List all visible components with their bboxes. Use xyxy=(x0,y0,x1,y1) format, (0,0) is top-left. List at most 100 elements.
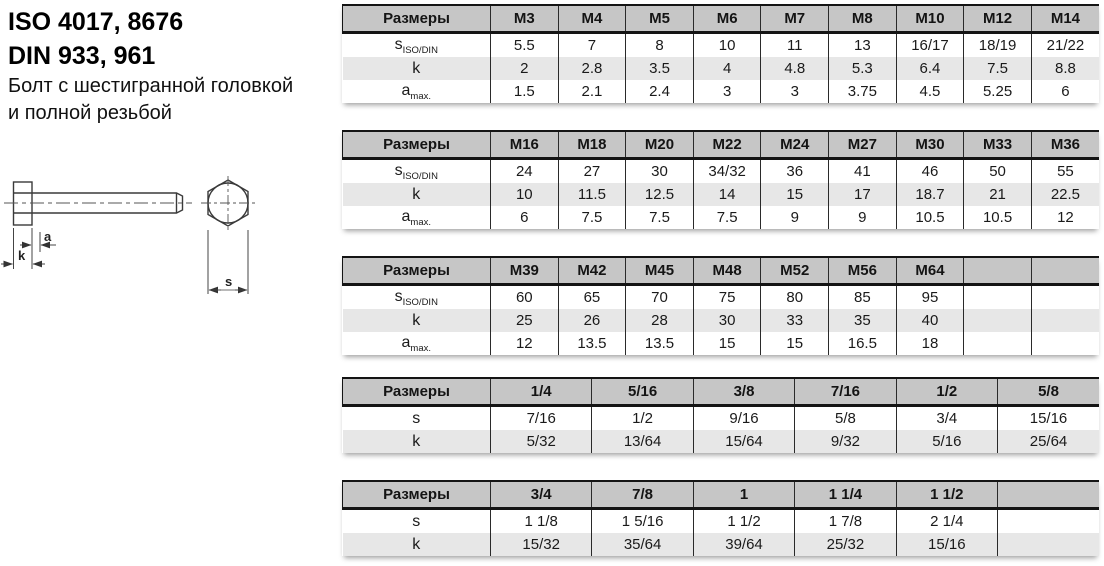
dimension-value: 18/19 xyxy=(963,32,1032,57)
empty-column-header xyxy=(997,481,1099,510)
dimension-value: 21/22 xyxy=(1030,32,1099,57)
dimension-value: 35/64 xyxy=(591,533,694,556)
row-label: k xyxy=(342,309,491,332)
dimension-value: 7.5 xyxy=(625,206,694,229)
table-row: k 2 2.8 3.5 4 4.8 5.3 6.4 7.5 8.8 xyxy=(342,57,1099,80)
dimension-value: 25/32 xyxy=(794,533,897,556)
dimension-value: 65 xyxy=(557,284,626,309)
dimension-value: 10 xyxy=(490,183,559,206)
size-column-header: M6 xyxy=(692,5,761,34)
dimension-value: 1 1/2 xyxy=(692,508,795,533)
dimension-value: 3 xyxy=(692,80,761,103)
dimension-value: 13 xyxy=(828,32,897,57)
dimension-value xyxy=(997,533,1099,556)
dimension-value: 95 xyxy=(895,284,964,309)
table-row: amax. 1.5 2.1 2.4 3 3 3.75 4.5 5.25 6 xyxy=(342,80,1099,103)
dimension-table: Размеры M39 M42 M45 M48 M52 M56 M64 sISO/DIN 60 65… xyxy=(342,256,1099,355)
size-column-header: M39 xyxy=(490,257,559,286)
size-column-header: M18 xyxy=(557,131,626,160)
dimension-value: 15/32 xyxy=(489,533,592,556)
dimension-value: 10 xyxy=(692,32,761,57)
dimension-value: 9/32 xyxy=(794,430,897,453)
dimension-value: 12 xyxy=(1030,206,1099,229)
dimension-value: 15 xyxy=(692,332,761,355)
table-corner-label: Размеры xyxy=(342,5,491,34)
size-column-header: M33 xyxy=(963,131,1032,160)
dimension-value: 60 xyxy=(490,284,559,309)
row-label: k xyxy=(342,57,491,80)
dimension-value: 5.5 xyxy=(490,32,559,57)
dimension-value: 7.5 xyxy=(692,206,761,229)
dimension-value xyxy=(997,508,1099,533)
dimension-value: 16.5 xyxy=(828,332,897,355)
dimension-value: 5.3 xyxy=(828,57,897,80)
dimension-value: 18.7 xyxy=(895,183,964,206)
dimension-value: 55 xyxy=(1030,158,1099,183)
table-row: amax. 12 13.5 13.5 15 15 16.5 18 xyxy=(342,332,1099,355)
row-label: sISO/DIN xyxy=(342,284,491,309)
row-label: amax. xyxy=(342,80,491,103)
dimension-value: 6.4 xyxy=(895,57,964,80)
empty-column-header xyxy=(1030,257,1099,286)
dimension-value: 13.5 xyxy=(557,332,626,355)
dimension-value xyxy=(963,309,1032,332)
dimension-value: 30 xyxy=(692,309,761,332)
standard-title-din: DIN 933, 961 xyxy=(8,42,156,70)
dimension-value: 2 1/4 xyxy=(895,508,998,533)
size-column-header: 3/4 xyxy=(489,481,592,510)
dimension-value: 1/2 xyxy=(591,405,694,430)
dimension-value: 50 xyxy=(963,158,1032,183)
dimension-value: 18 xyxy=(895,332,964,355)
dimension-value: 21 xyxy=(963,183,1032,206)
dimension-value: 9 xyxy=(828,206,897,229)
size-column-header: M56 xyxy=(828,257,897,286)
dimension-value: 13/64 xyxy=(591,430,694,453)
size-column-header: 1 xyxy=(692,481,795,510)
dim-k-label: k xyxy=(18,248,26,263)
dimension-value: 8 xyxy=(625,32,694,57)
dimension-value xyxy=(1030,309,1099,332)
dim-s-label: s xyxy=(225,274,232,289)
dimension-value: 7.5 xyxy=(963,57,1032,80)
table-row: sISO/DIN 60 65 70 75 80 85 95 xyxy=(342,284,1099,309)
size-column-header: 7/8 xyxy=(591,481,694,510)
size-column-header: 1/2 xyxy=(895,378,998,407)
dimension-value xyxy=(963,332,1032,355)
size-column-header: M22 xyxy=(692,131,761,160)
dimension-value: 3 xyxy=(760,80,829,103)
dimension-value: 36 xyxy=(760,158,829,183)
row-label: sISO/DIN xyxy=(342,32,491,57)
dimension-value: 25 xyxy=(490,309,559,332)
dimension-value: 41 xyxy=(828,158,897,183)
dimension-s xyxy=(207,230,249,294)
bolt-technical-drawing: a k s xyxy=(0,168,280,308)
size-column-header: M5 xyxy=(625,5,694,34)
dimension-value: 11.5 xyxy=(557,183,626,206)
dimension-value: 3.75 xyxy=(828,80,897,103)
dimension-table: Размеры 1/4 5/16 3/8 7/16 1/2 5/8 s 7/16 1/2 9/16 5… xyxy=(342,377,1099,453)
size-column-header: M30 xyxy=(895,131,964,160)
dimension-value: 13.5 xyxy=(625,332,694,355)
row-label: k xyxy=(342,430,491,453)
size-column-header: M7 xyxy=(760,5,829,34)
row-label: s xyxy=(342,508,491,533)
dimension-value xyxy=(963,284,1032,309)
dimension-value: 39/64 xyxy=(692,533,795,556)
table-row: k 10 11.5 12.5 14 15 17 18.7 21 22.5 xyxy=(342,183,1099,206)
dimension-value: 4 xyxy=(692,57,761,80)
dimension-value: 5/8 xyxy=(794,405,897,430)
row-label: k xyxy=(342,183,491,206)
dimension-value: 5.25 xyxy=(963,80,1032,103)
bolt-side-view xyxy=(12,181,184,226)
dimension-value: 7/16 xyxy=(489,405,592,430)
dimension-value: 1.5 xyxy=(490,80,559,103)
size-column-header: M3 xyxy=(490,5,559,34)
size-column-header: M42 xyxy=(557,257,626,286)
table-row: s 7/16 1/2 9/16 5/8 3/4 15/16 xyxy=(342,405,1099,430)
dimension-value: 15/64 xyxy=(692,430,795,453)
dimension-value: 7 xyxy=(557,32,626,57)
dimension-value: 26 xyxy=(557,309,626,332)
dimension-value: 9/16 xyxy=(692,405,795,430)
dimension-value: 70 xyxy=(625,284,694,309)
dimension-value: 11 xyxy=(760,32,829,57)
